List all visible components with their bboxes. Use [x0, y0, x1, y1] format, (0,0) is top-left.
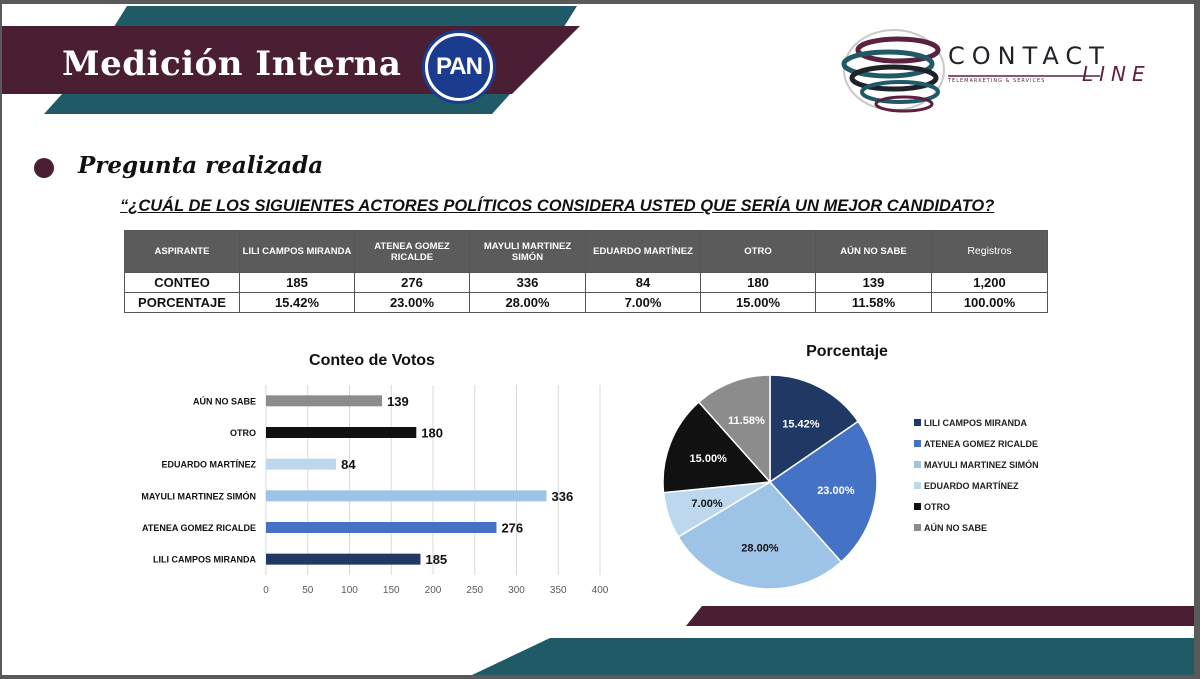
- bar: [266, 427, 417, 438]
- table-cell: 139: [815, 272, 932, 293]
- legend-swatch: [914, 482, 921, 489]
- x-tick-label: 250: [466, 585, 483, 596]
- table-header-cell: AÚN NO SABE: [815, 230, 932, 273]
- table-header-cell: LILI CAMPOS MIRANDA: [239, 230, 355, 273]
- data-label: 185: [425, 552, 447, 567]
- table-cell: 7.00%: [585, 292, 701, 313]
- category-label: AÚN NO SABE: [193, 395, 256, 406]
- pie-slice: [677, 481, 843, 590]
- x-tick-label: 50: [302, 585, 314, 596]
- results-table: ASPIRANTE LILI CAMPOS MIRANDA ATENEA GOM…: [124, 230, 1048, 313]
- table-cell: 28.00%: [469, 292, 586, 313]
- table-row-label: PORCENTAJE: [124, 292, 240, 313]
- footer-teal-band: [472, 638, 1194, 675]
- pie-chart-title: Porcentaje: [806, 343, 888, 360]
- table-cell: 276: [354, 272, 470, 293]
- table-cell: 23.00%: [354, 292, 470, 313]
- globe-swirl-icon: [841, 29, 945, 113]
- contactline-tagline: TELEMARKETING & SERVICES: [948, 78, 1046, 84]
- data-label: 276: [501, 521, 523, 536]
- x-tick-label: 150: [383, 585, 400, 596]
- table-header-cell: OTRO: [700, 230, 816, 273]
- bar: [266, 458, 337, 470]
- bar-chart-title: Conteo de Votos: [309, 352, 435, 369]
- slice-label: 28.00%: [741, 543, 779, 555]
- legend-swatch: [914, 524, 921, 531]
- footer-band: [472, 606, 1194, 675]
- line-wordmark: LINE: [1082, 62, 1151, 86]
- table-header-cell: MAYULI MARTINEZ SIMÓN: [469, 230, 586, 273]
- legend-label: MAYULI MARTINEZ SIMÓN: [924, 459, 1039, 470]
- banner-teal-stripe-top: [112, 6, 577, 30]
- survey-question: “¿CUÁL DE LOS SIGUIENTES ACTORES POLÍTIC…: [120, 197, 995, 215]
- data-label: 180: [421, 426, 443, 441]
- table-cell: 100.00%: [931, 292, 1048, 313]
- slice-label: 15.00%: [690, 453, 728, 465]
- legend-swatch: [914, 503, 921, 510]
- legend-label: OTRO: [924, 502, 950, 512]
- slide: Medición Interna PAN CONTACT LINE TELEMA…: [2, 4, 1194, 675]
- slice-label: 11.58%: [728, 415, 765, 427]
- footer-maroon-stripe: [686, 606, 1194, 626]
- table-header-cell: Registros: [931, 230, 1048, 273]
- bar: [266, 490, 547, 502]
- table-header-cell: EDUARDO MARTÍNEZ: [585, 230, 701, 273]
- table-cell: 11.58%: [815, 292, 932, 313]
- category-label: MAYULI MARTINEZ SIMÓN: [141, 490, 256, 501]
- pie-chart: Porcentaje 15.42% 23.00% 28.00% 7.00% 15.00% 1…: [662, 343, 1039, 590]
- legend-swatch: [914, 440, 921, 447]
- table-row: CONTEO 185 276 336 84 180 139 1,200: [124, 272, 1048, 293]
- legend-swatch: [914, 419, 921, 426]
- banner-teal-stripe-bottom: [44, 94, 510, 114]
- data-label: 139: [387, 394, 409, 409]
- x-tick-label: 0: [263, 585, 269, 596]
- category-label: ATENEA GOMEZ RICALDE: [142, 523, 256, 533]
- table-cell: 1,200: [931, 272, 1048, 293]
- section-heading: Pregunta realizada: [78, 152, 324, 179]
- table-cell: 336: [469, 272, 586, 293]
- table-cell: 15.00%: [700, 292, 816, 313]
- category-label: EDUARDO MARTÍNEZ: [162, 460, 257, 470]
- table-header-cell: ASPIRANTE: [124, 230, 240, 273]
- x-tick-label: 300: [508, 585, 525, 596]
- legend-swatch: [914, 461, 921, 468]
- bar: [266, 553, 421, 565]
- pie-slice: [768, 420, 878, 563]
- table-row-label: CONTEO: [124, 272, 240, 293]
- pie-slice: [697, 374, 771, 484]
- pan-logo-text: PAN: [436, 53, 483, 80]
- slice-label: 15.42%: [782, 418, 820, 430]
- slice-label: 23.00%: [817, 485, 855, 497]
- x-tick-label: 200: [425, 585, 442, 596]
- legend-label: AÚN NO SABE: [924, 522, 987, 533]
- category-label: LILI CAMPOS MIRANDA: [153, 555, 256, 565]
- contact-wordmark: CONTACT: [948, 42, 1111, 70]
- slice-label: 7.00%: [691, 498, 722, 510]
- data-label: 336: [552, 489, 574, 504]
- contactline-logo: [841, 29, 1100, 113]
- page-title: Medición Interna: [62, 44, 402, 84]
- legend-label: ATENEA GOMEZ RICALDE: [924, 439, 1038, 449]
- legend-label: EDUARDO MARTÍNEZ: [924, 481, 1019, 491]
- pan-logo: PAN: [422, 30, 496, 104]
- table-header-cell: ATENEA GOMEZ RICALDE: [354, 230, 470, 273]
- category-label: OTRO: [230, 428, 256, 438]
- legend-label: LILI CAMPOS MIRANDA: [924, 418, 1027, 428]
- table-cell: 180: [700, 272, 816, 293]
- x-tick-label: 400: [592, 585, 609, 596]
- bar-chart: Conteo de Votos 0 50 100 150 200 250 300 350 400 A…: [141, 352, 609, 596]
- table-cell: 185: [239, 272, 355, 293]
- pie-slice: [662, 401, 772, 494]
- bar: [266, 522, 497, 533]
- table-header-row: ASPIRANTE LILI CAMPOS MIRANDA ATENEA GOM…: [124, 230, 1048, 273]
- x-tick-label: 350: [550, 585, 567, 596]
- table-row: PORCENTAJE 15.42% 23.00% 28.00% 7.00% 15…: [124, 292, 1048, 313]
- table-cell: 84: [585, 272, 701, 293]
- x-tick-label: 100: [341, 585, 358, 596]
- bar: [266, 395, 383, 407]
- bullet-icon: [34, 158, 54, 178]
- data-label: 84: [341, 457, 356, 472]
- pie-slice: [769, 374, 860, 484]
- table-cell: 15.42%: [239, 292, 355, 313]
